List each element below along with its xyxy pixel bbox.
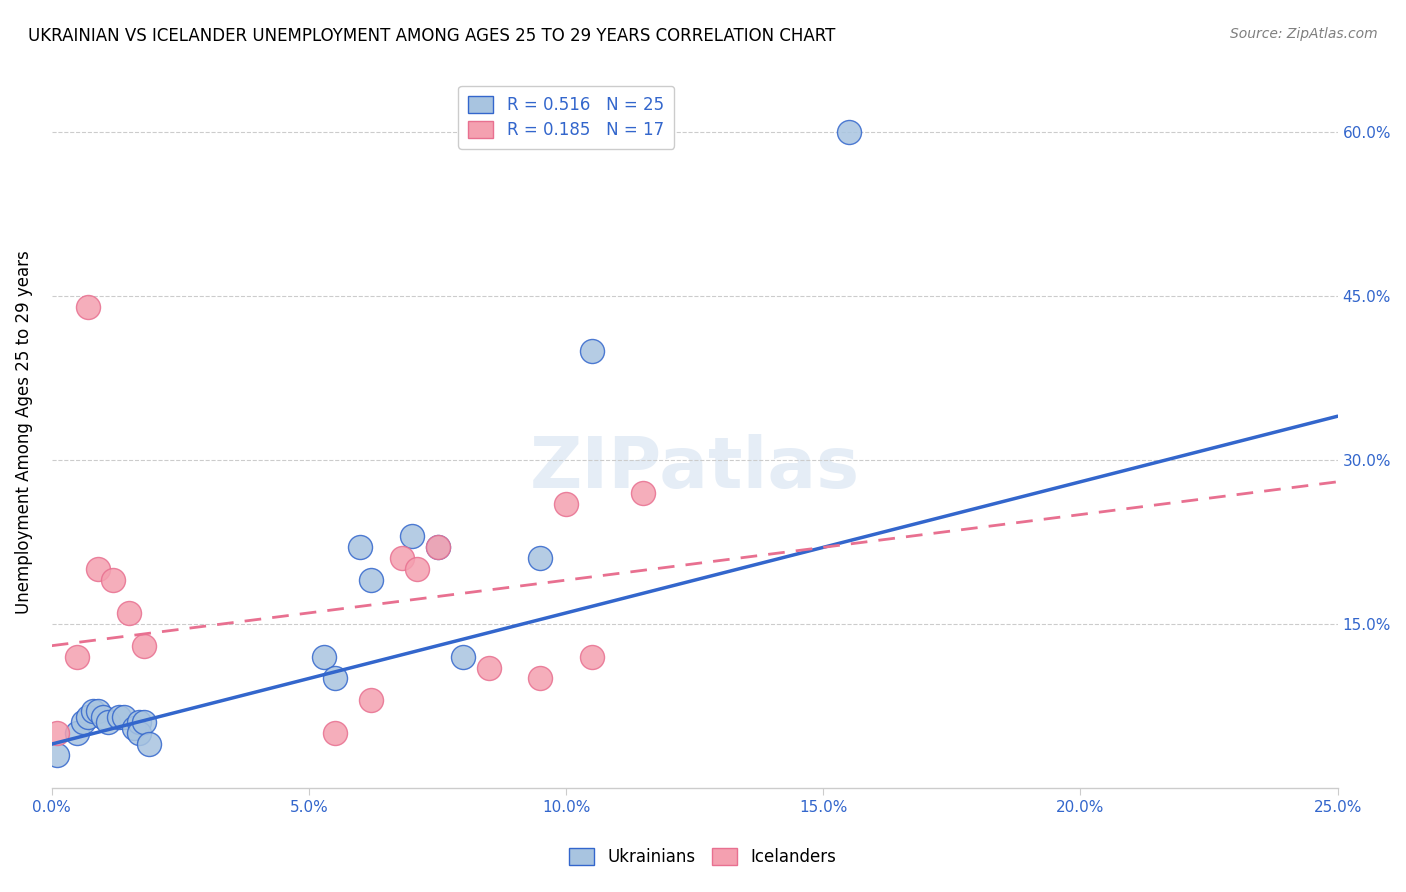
Point: [360, 693, 382, 707]
Point: [45, 726, 67, 740]
Point: [107, 710, 129, 724]
Point: [128, 715, 150, 730]
Point: [314, 649, 336, 664]
Point: [66, 726, 89, 740]
Point: [478, 660, 501, 674]
Text: ZIPatlas: ZIPatlas: [530, 434, 859, 502]
Point: [72, 715, 94, 730]
Point: [426, 541, 449, 555]
Point: [122, 721, 145, 735]
Point: [323, 672, 346, 686]
Point: [581, 343, 603, 358]
Point: [82, 704, 104, 718]
Legend: Ukrainians, Icelanders: Ukrainians, Icelanders: [561, 840, 845, 875]
Point: [451, 649, 474, 664]
Text: Source: ZipAtlas.com: Source: ZipAtlas.com: [1230, 27, 1378, 41]
Point: [76, 710, 98, 724]
Point: [633, 485, 655, 500]
Point: [87, 562, 110, 576]
Point: [97, 715, 120, 730]
Point: [426, 541, 449, 555]
Point: [555, 497, 578, 511]
Point: [134, 715, 156, 730]
Legend: R = 0.516   N = 25, R = 0.185   N = 17: R = 0.516 N = 25, R = 0.185 N = 17: [458, 86, 673, 149]
Point: [134, 639, 156, 653]
Point: [406, 562, 429, 576]
Point: [391, 551, 413, 566]
Point: [103, 573, 125, 587]
Point: [401, 529, 423, 543]
Text: UKRAINIAN VS ICELANDER UNEMPLOYMENT AMONG AGES 25 TO 29 YEARS CORRELATION CHART: UKRAINIAN VS ICELANDER UNEMPLOYMENT AMON…: [28, 27, 835, 45]
Point: [128, 726, 150, 740]
Point: [138, 737, 160, 751]
Point: [838, 125, 860, 139]
Point: [529, 672, 551, 686]
Point: [66, 649, 89, 664]
Point: [529, 551, 551, 566]
Point: [45, 747, 67, 762]
Point: [112, 710, 135, 724]
Point: [91, 710, 114, 724]
Point: [360, 573, 382, 587]
Y-axis label: Unemployment Among Ages 25 to 29 years: Unemployment Among Ages 25 to 29 years: [15, 251, 32, 615]
Point: [581, 649, 603, 664]
Point: [87, 704, 110, 718]
Point: [349, 541, 371, 555]
Point: [76, 300, 98, 314]
Point: [118, 606, 141, 620]
Point: [323, 726, 346, 740]
